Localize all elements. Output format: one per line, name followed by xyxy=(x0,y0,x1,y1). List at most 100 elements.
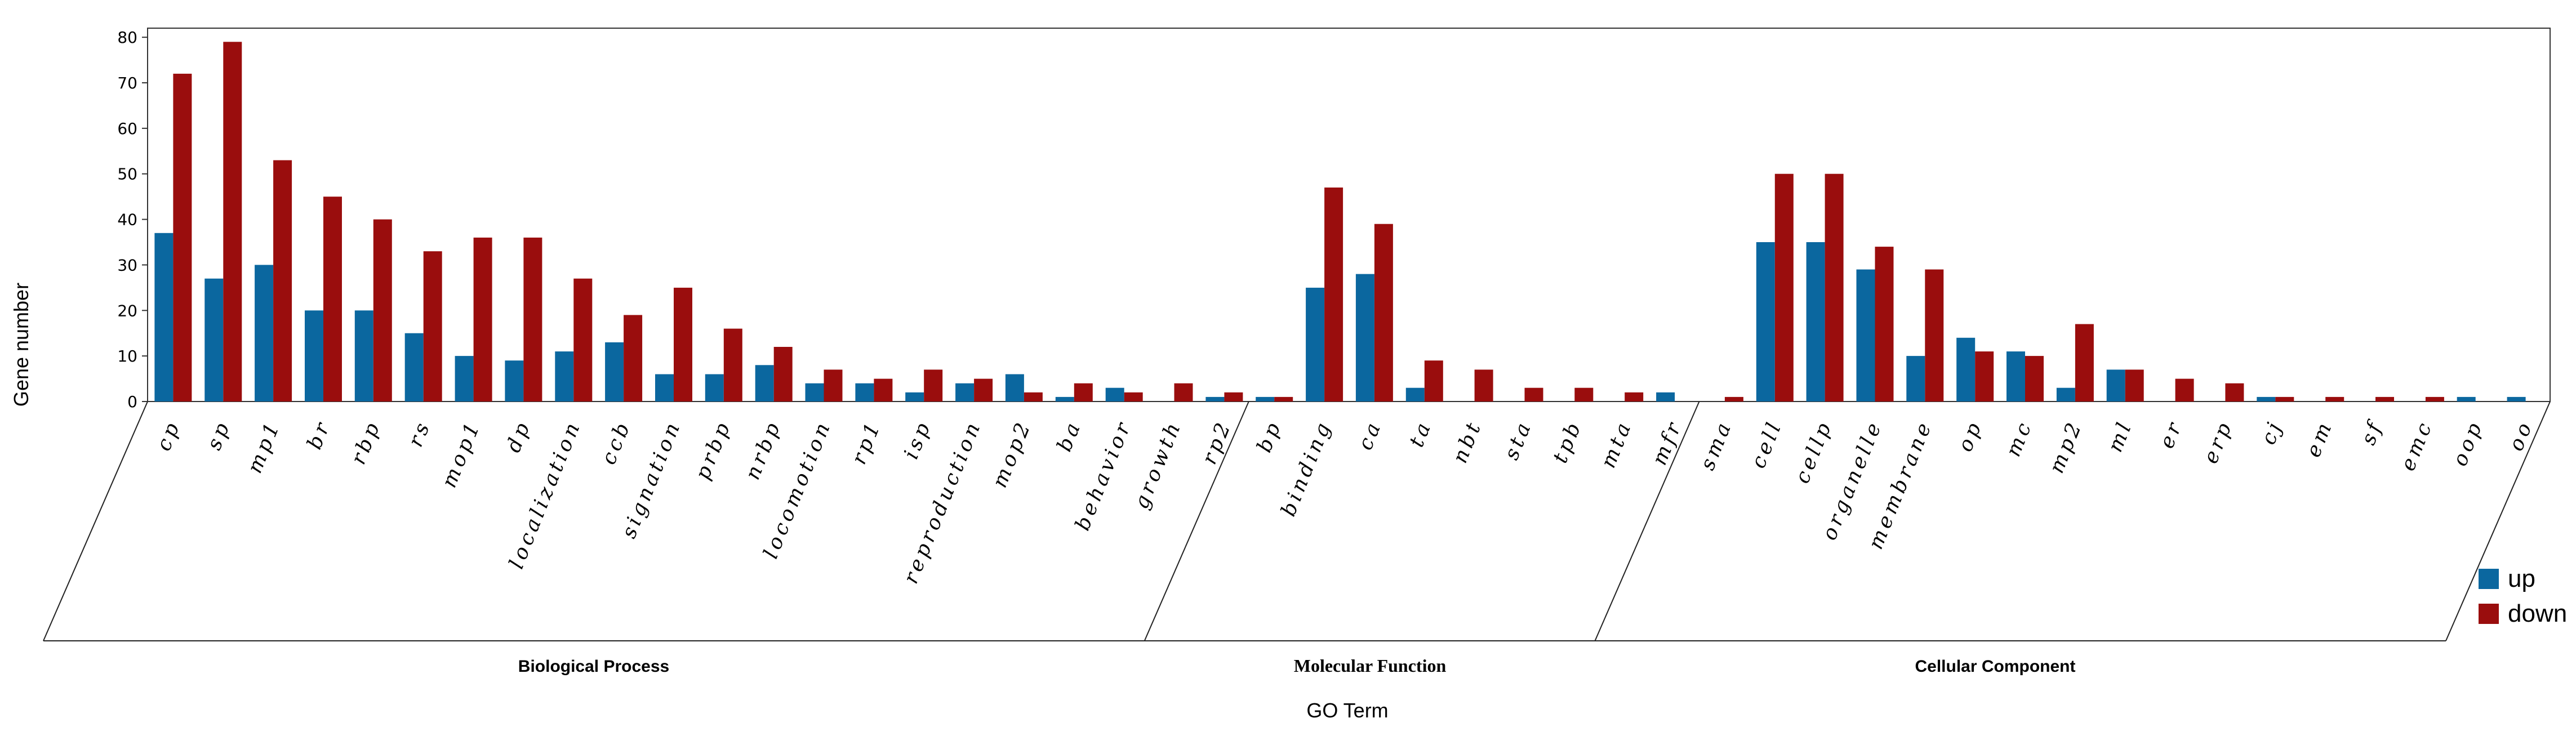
bar-up-bp xyxy=(1256,396,1275,402)
x-tick-label: ba xyxy=(1053,417,1086,455)
bar-up-oo xyxy=(2507,396,2526,402)
bar-up-mc xyxy=(2006,351,2025,402)
x-tick-label: erp xyxy=(2199,417,2237,467)
x-tick-label: oo xyxy=(2504,417,2538,454)
x-tick-label: bp xyxy=(1253,417,1287,456)
bar-up-binding xyxy=(1306,287,1325,402)
bar-down-er xyxy=(2175,378,2194,402)
bar-down-mp1 xyxy=(273,160,292,402)
bar-down-bp xyxy=(1274,396,1293,402)
bar-down-ba xyxy=(1074,383,1093,402)
bar-down-reproduction xyxy=(974,378,993,402)
bar-down-rp2 xyxy=(1224,392,1243,402)
bar-up-sp xyxy=(204,278,224,402)
bar-up-mp2 xyxy=(2056,387,2075,402)
bar-down-organelle xyxy=(1875,247,1894,402)
bar-up-dp xyxy=(505,360,524,402)
bar-down-membrane xyxy=(1925,269,1944,402)
group-label: Biological Process xyxy=(518,657,669,676)
legend-swatch-down xyxy=(2479,604,2499,624)
bar-down-tpb xyxy=(1574,387,1594,402)
bar-down-br xyxy=(323,197,342,402)
bar-up-cell xyxy=(1756,242,1775,402)
bar-down-mop2 xyxy=(1024,392,1043,402)
bar-up-oop xyxy=(2457,396,2476,402)
bar-down-rbp xyxy=(373,219,392,402)
bar-up-mop2 xyxy=(1005,374,1024,402)
bar-up-behavior xyxy=(1105,387,1124,402)
bar-up-mop1 xyxy=(455,356,474,402)
bar-up-cp xyxy=(154,233,173,402)
x-tick-label: op xyxy=(1954,417,1987,455)
x-tick-label: rs xyxy=(404,417,435,450)
bars xyxy=(154,42,2526,402)
legend-swatch-up xyxy=(2479,569,2499,589)
y-tick-label: 80 xyxy=(117,28,137,47)
x-tick-label: er xyxy=(2155,417,2187,452)
bar-down-isp xyxy=(924,369,943,402)
bar-up-ccb xyxy=(605,342,624,402)
bar-down-ml xyxy=(2125,369,2144,402)
x-tick-label: emc xyxy=(2396,417,2437,474)
x-tick-label: cp xyxy=(152,417,185,454)
bar-down-locomotion xyxy=(824,369,843,402)
bar-up-organelle xyxy=(1856,269,1875,402)
group-divider xyxy=(1144,401,1249,641)
bar-up-ba xyxy=(1055,396,1074,402)
legend: up down xyxy=(2479,565,2567,627)
bar-down-growth xyxy=(1174,383,1193,402)
legend-label-down: down xyxy=(2508,600,2567,627)
bar-up-br xyxy=(305,310,323,402)
bar-down-ca xyxy=(1374,224,1393,402)
bar-up-isp xyxy=(905,392,924,402)
y-tick-label: 20 xyxy=(117,301,137,320)
bar-down-behavior xyxy=(1124,392,1143,402)
y-tick-label: 0 xyxy=(127,392,137,411)
bar-down-sma xyxy=(1724,396,1743,402)
bar-down-mc xyxy=(2025,356,2044,402)
x-tick-label: ccb xyxy=(597,417,635,468)
group-divider xyxy=(43,401,148,641)
y-tick-label: 70 xyxy=(117,74,137,92)
bar-down-cp xyxy=(173,73,192,402)
x-tick-label: nrbp xyxy=(741,417,786,483)
bar-down-rp1 xyxy=(874,378,893,402)
x-tick-label: sp xyxy=(203,417,235,453)
bar-down-localization xyxy=(573,278,593,402)
bar-down-sp xyxy=(223,42,242,402)
bar-up-locomotion xyxy=(805,383,824,402)
bar-up-mp1 xyxy=(255,265,274,402)
x-tick-label: cell xyxy=(1747,417,1787,471)
x-tick-label: binding xyxy=(1277,417,1337,520)
x-tick-label: tpb xyxy=(1549,417,1586,466)
bar-down-ccb xyxy=(624,315,643,402)
x-tick-label: oop xyxy=(2448,417,2488,470)
bar-up-rp2 xyxy=(1205,396,1225,402)
bar-up-rbp xyxy=(354,310,373,402)
bar-down-sta xyxy=(1524,387,1543,402)
bar-up-cj xyxy=(2257,396,2276,402)
y-tick-label: 40 xyxy=(117,211,137,229)
bar-up-localization xyxy=(555,351,574,402)
plot-frame xyxy=(147,28,2551,402)
x-axis-title: GO Term xyxy=(1306,699,1388,722)
x-tick-label: ml xyxy=(2103,417,2137,456)
x-tick-label: sf xyxy=(2357,417,2387,448)
bar-down-rs xyxy=(423,251,442,402)
bar-down-mp2 xyxy=(2075,324,2094,402)
x-tick-label: sta xyxy=(1500,417,1537,463)
bar-down-em xyxy=(2325,396,2344,402)
x-tick-label: ca xyxy=(1354,417,1386,453)
legend-label-up: up xyxy=(2508,565,2535,592)
group-label: Molecular Function xyxy=(1294,655,1447,676)
bar-up-rs xyxy=(404,333,424,402)
y-tick-label: 60 xyxy=(117,119,137,138)
bar-up-ta xyxy=(1405,387,1425,402)
bar-up-nrbp xyxy=(755,365,774,402)
x-tick-label: mp2 xyxy=(2045,417,2087,476)
group-label: Cellular Component xyxy=(1915,657,2075,676)
bar-down-ta xyxy=(1424,360,1443,402)
group-divider xyxy=(2445,401,2551,641)
